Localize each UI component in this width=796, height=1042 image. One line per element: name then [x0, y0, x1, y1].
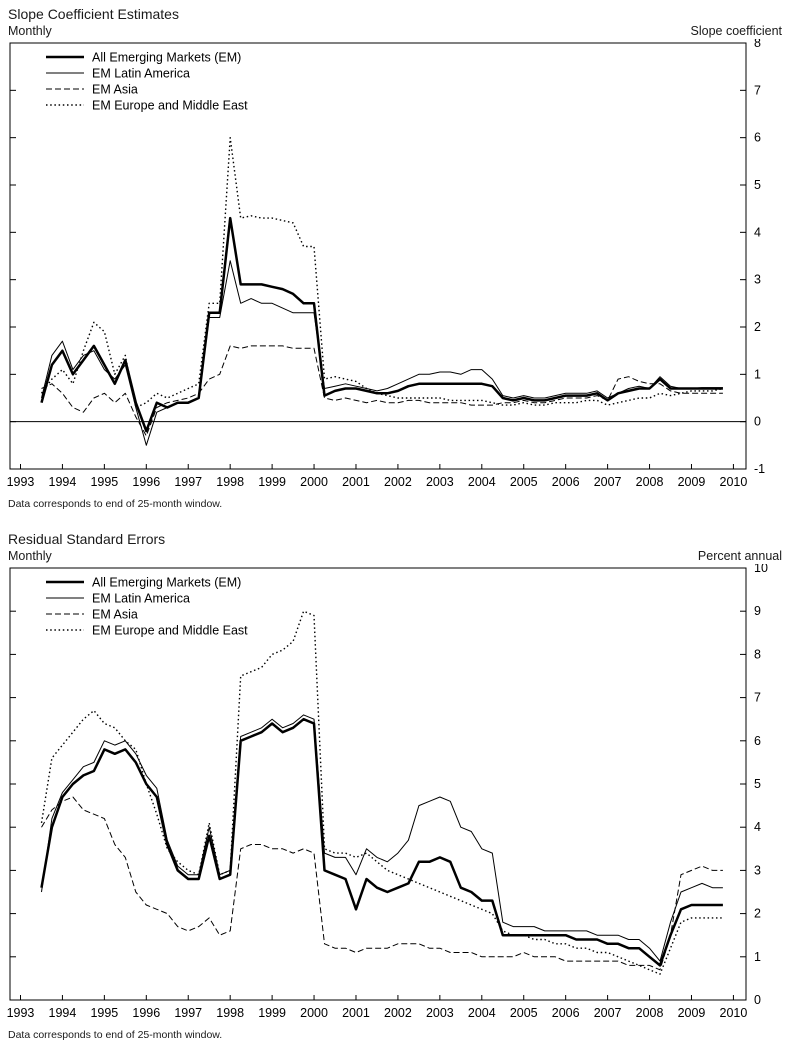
x-tick-label: 2001 — [342, 475, 370, 489]
x-tick-label: 2006 — [552, 1006, 580, 1020]
legend-label: EM Asia — [92, 608, 138, 622]
legend-label: EM Latin America — [92, 592, 190, 606]
x-tick-label: 2005 — [510, 475, 538, 489]
legend-label: EM Europe and Middle East — [92, 624, 248, 638]
y-tick-label: 8 — [754, 39, 761, 50]
residual-chart-title: Residual Standard Errors — [8, 531, 166, 547]
residual-chart-plot: 0 1 2 3 4 5 6 7 8 9 10 1993 1994 1995 1996 1997 1998 1999… — [7, 561, 768, 1020]
y-tick-label: 0 — [754, 415, 761, 429]
legend-label: All Emerging Markets (EM) — [92, 51, 241, 65]
x-tick-label: 2007 — [594, 1006, 622, 1020]
x-tick-label: 2007 — [594, 475, 622, 489]
series-line-dotted — [40, 610, 723, 975]
y-tick-label: 3 — [754, 863, 761, 877]
residual-chart-subtitle-row: Monthly Percent annual — [0, 548, 796, 564]
x-tick-label: 1997 — [174, 1006, 202, 1020]
series-line-thick — [40, 216, 723, 433]
x-tick-label: 2003 — [426, 475, 454, 489]
slope-chart-title: Slope Coefficient Estimates — [8, 6, 179, 22]
slope-chart-footnote: Data corresponds to end of 25-month wind… — [8, 498, 223, 510]
y-tick-label: 7 — [754, 691, 761, 705]
y-tick-label: 5 — [754, 777, 761, 791]
x-tick-label: 2009 — [678, 1006, 706, 1020]
y-tick-label: 4 — [754, 820, 761, 834]
x-tick-label: 2000 — [300, 475, 328, 489]
x-tick-label: 1993 — [7, 1006, 35, 1020]
x-tick-label: 2005 — [510, 1006, 538, 1020]
x-tick-label: 2006 — [552, 475, 580, 489]
x-tick-label: 1999 — [258, 1006, 286, 1020]
legend-label: EM Europe and Middle East — [92, 99, 248, 113]
y-tick-label: 9 — [754, 604, 761, 618]
x-tick-label: 1994 — [49, 1006, 77, 1020]
x-tick-label: 1996 — [132, 1006, 160, 1020]
slope-chart-frequency-label: Monthly — [8, 24, 52, 38]
x-tick-label: 2001 — [342, 1006, 370, 1020]
y-tick-label: 4 — [754, 225, 761, 239]
x-tick-label: 2010 — [720, 475, 748, 489]
x-tick-label: 2003 — [426, 1006, 454, 1020]
x-tick-label: 1995 — [90, 475, 118, 489]
y-tick-label: 2 — [754, 320, 761, 334]
x-tick-label: 2002 — [384, 1006, 412, 1020]
y-tick-label: -1 — [754, 462, 765, 476]
residual-chart-frequency-label: Monthly — [8, 549, 52, 563]
slope-chart-section: Slope Coefficient Estimates Monthly Slop… — [0, 0, 796, 511]
y-tick-label: 1 — [754, 367, 761, 381]
x-tick-label: 1993 — [7, 475, 35, 489]
y-tick-label: 2 — [754, 907, 761, 921]
series-line-dotted — [40, 136, 724, 409]
series-line-thin — [41, 714, 723, 962]
x-tick-label: 2004 — [468, 475, 496, 489]
legend-label: EM Latin America — [92, 67, 190, 81]
y-tick-label: 10 — [754, 564, 768, 575]
slope-chart-plot: -1 0 1 2 3 4 5 6 7 8 1993 1994 1995 1996 1997 1998 1999 2… — [7, 36, 766, 489]
x-tick-label: 1998 — [216, 1006, 244, 1020]
x-tick-label: 1994 — [49, 475, 77, 489]
plot-border — [9, 42, 747, 470]
y-tick-label: 3 — [754, 273, 761, 287]
x-tick-label: 1998 — [216, 475, 244, 489]
legend-label: All Emerging Markets (EM) — [92, 576, 241, 590]
x-tick-label: 2010 — [720, 1006, 748, 1020]
y-tick-label: 0 — [754, 993, 761, 1007]
x-tick-label: 2009 — [678, 475, 706, 489]
series-line-dashed — [41, 796, 723, 971]
y-tick-label: 8 — [754, 647, 761, 661]
series-line-dashed — [41, 345, 723, 437]
residual-chart-right-axis-label: Percent annual — [697, 549, 782, 563]
x-tick-label: 1997 — [174, 475, 202, 489]
x-tick-label: 1996 — [132, 475, 160, 489]
residual-chart-footnote: Data corresponds to end of 25-month wind… — [8, 1029, 223, 1041]
slope-chart-subtitle-row: Monthly Slope coefficient — [0, 23, 796, 39]
series-line-thin — [41, 260, 723, 446]
y-tick-label: 5 — [754, 178, 761, 192]
chart-gap — [0, 511, 796, 525]
legend-label: EM Asia — [92, 83, 138, 97]
x-tick-label: 2000 — [300, 1006, 328, 1020]
y-tick-label: 1 — [754, 950, 761, 964]
residual-chart-section: Residual Standard Errors Monthly Percent… — [0, 525, 796, 1042]
series-line-thick — [40, 717, 723, 967]
x-tick-label: 2004 — [468, 1006, 496, 1020]
x-tick-label: 2002 — [384, 475, 412, 489]
y-tick-label: 7 — [754, 83, 761, 97]
x-tick-label: 2008 — [636, 1006, 664, 1020]
x-tick-label: 1999 — [258, 475, 286, 489]
x-tick-label: 2008 — [636, 475, 664, 489]
slope-chart-right-axis-label: Slope coefficient — [690, 24, 783, 38]
y-tick-label: 6 — [754, 734, 761, 748]
y-tick-label: 6 — [754, 131, 761, 145]
x-tick-label: 1995 — [90, 1006, 118, 1020]
